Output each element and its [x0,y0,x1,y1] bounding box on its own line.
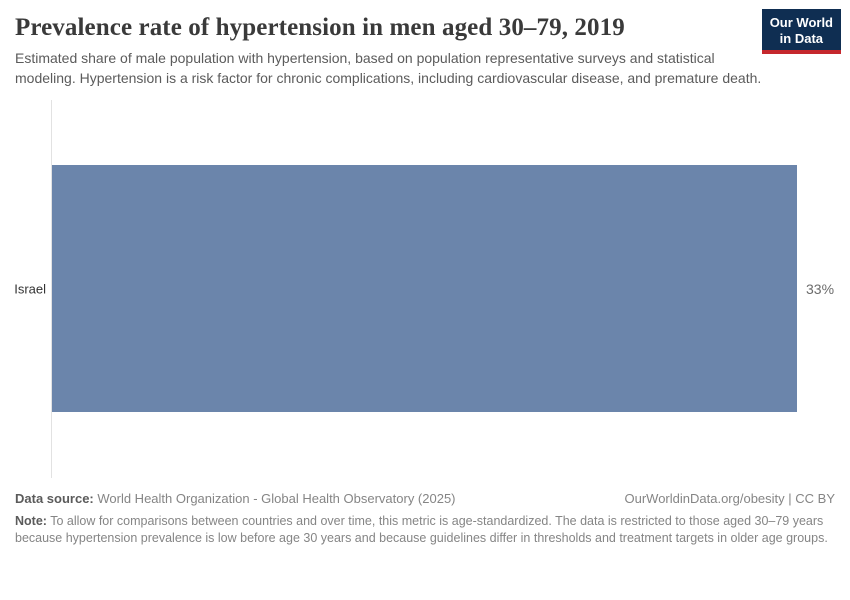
footer-source-row: Data source: World Health Organization -… [15,491,835,506]
data-source-text: World Health Organization - Global Healt… [93,491,456,507]
owid-logo-line2: in Data [779,30,824,46]
y-axis-line [51,100,52,479]
chart-subtitle: Estimated share of male population with … [15,50,762,86]
plot-area: Israel 33% [0,100,850,479]
bar-value-label: 33% [806,280,835,297]
bar-row-israel: 33% [52,165,835,413]
entity-label-israel: Israel [14,281,46,297]
data-source: Data source: World Health Organization -… [15,491,456,506]
chart-title: Prevalence rate of hypertension in men a… [15,14,625,41]
chart-footer: Data source: World Health Organization -… [0,478,850,547]
attribution-link[interactable]: OurWorldinData.org/obesity | CC BY [624,491,836,507]
bar-israel[interactable] [52,165,797,413]
footer-note-label: Note: [15,514,47,529]
data-source-label: Data source: [15,491,94,507]
footer-note-text: To allow for comparisons between countri… [15,514,828,546]
owid-logo-line1: Our World [769,15,833,30]
chart-header: Prevalence rate of hypertension in men a… [0,0,850,88]
owid-logo[interactable]: Our World in Data [761,9,841,55]
footer-note: Note: To allow for comparisons between c… [15,513,835,547]
